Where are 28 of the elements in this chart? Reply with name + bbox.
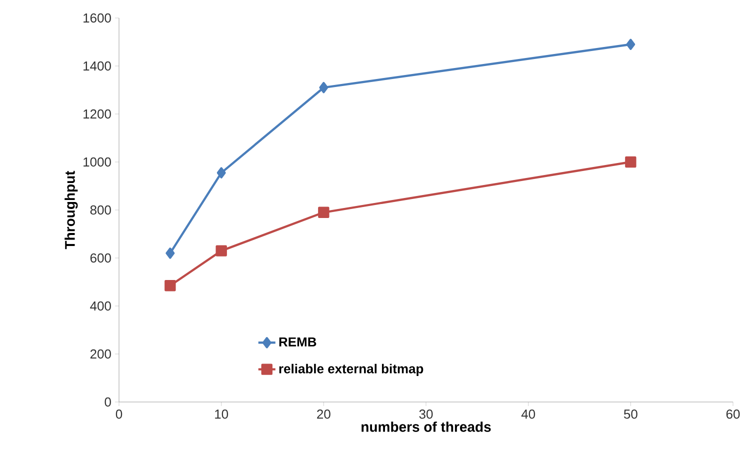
x-tick-label: 30 [419, 410, 433, 419]
x-tick-label: 10 [215, 410, 228, 419]
point [216, 245, 227, 256]
y-tick-label: 1000 [84, 157, 111, 167]
legend-label: REMB [279, 337, 316, 346]
y-tick-label: 400 [90, 301, 111, 311]
y-tick-label: 0 [104, 397, 111, 407]
point [625, 156, 636, 168]
point [319, 82, 328, 94]
x-tick-label: 60 [726, 410, 740, 419]
y-tick-label: 1200 [84, 109, 111, 119]
legend-label: reliable external bitmap [279, 364, 424, 376]
x-axis-title: numbers of threads [362, 422, 491, 432]
point [318, 206, 330, 218]
point [166, 248, 175, 259]
y-tick-label: 800 [90, 205, 111, 215]
point [164, 280, 176, 292]
x-tick-label: 20 [317, 410, 330, 419]
x-tick-label: 50 [624, 410, 638, 419]
y-tick-label: 1600 [84, 13, 111, 23]
x-tick-label: 0 [116, 410, 122, 419]
y-tick-label: 1400 [84, 61, 111, 71]
point [626, 38, 636, 50]
x-tick-label: 40 [521, 410, 536, 419]
point [216, 167, 226, 178]
y-tick-label: 600 [90, 253, 111, 263]
y-tick-label: 200 [90, 349, 111, 359]
y-axis-title: Throughput [64, 170, 78, 250]
